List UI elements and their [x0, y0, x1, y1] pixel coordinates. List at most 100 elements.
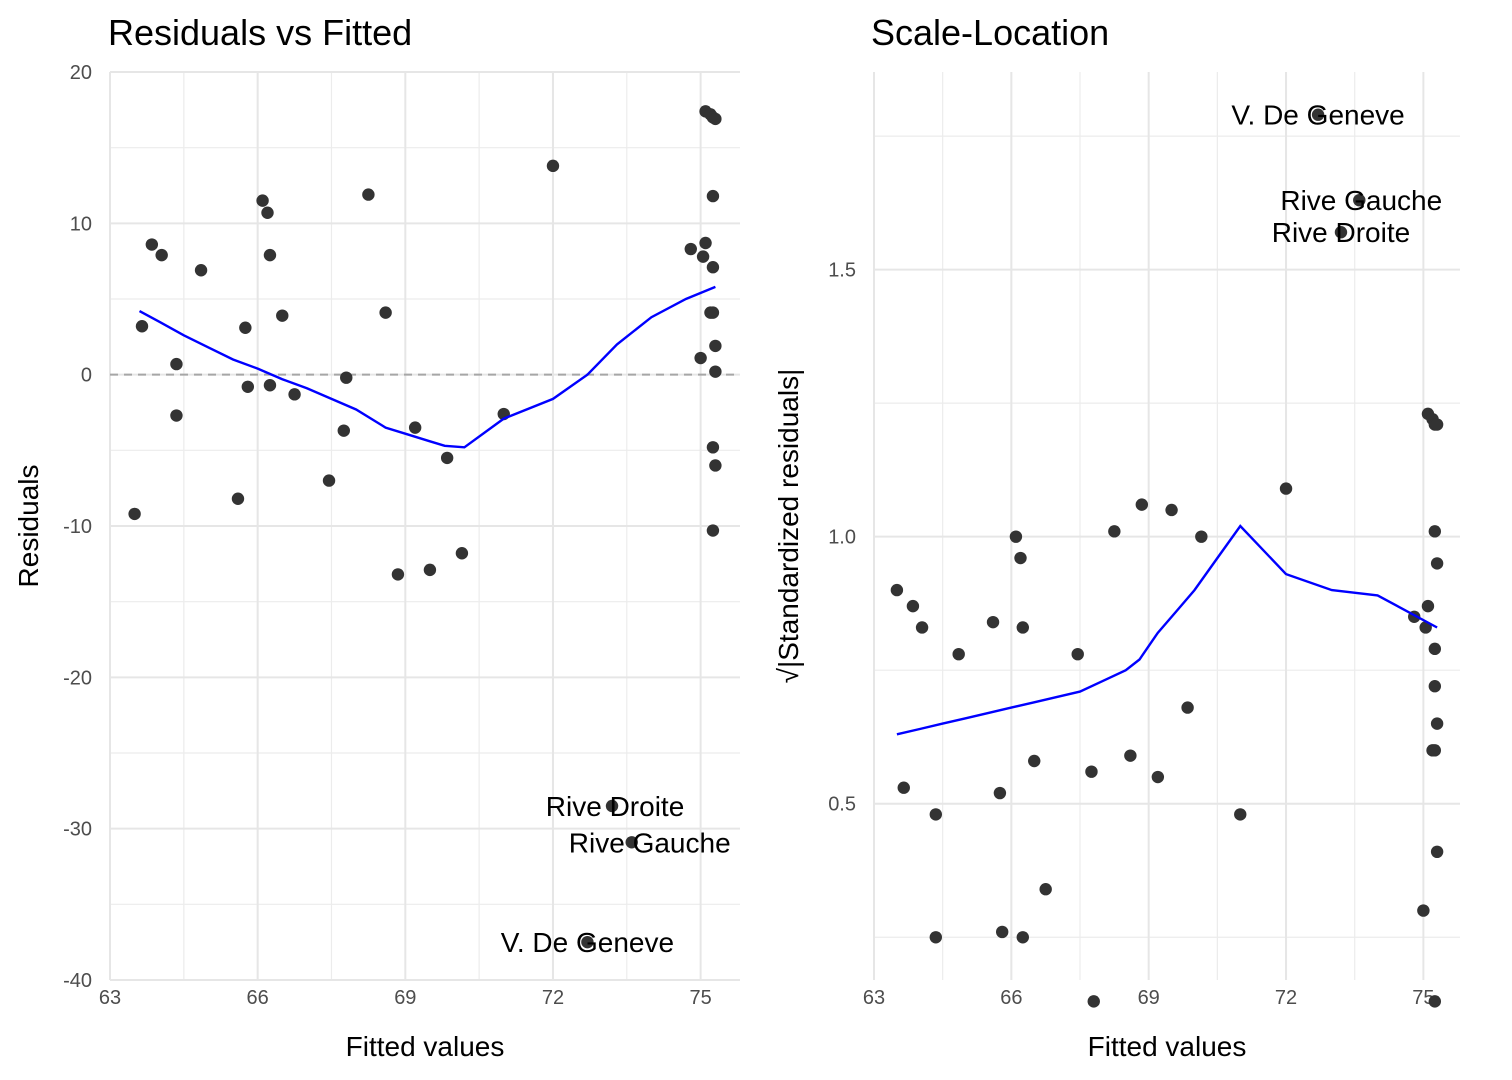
- data-point: [1009, 530, 1023, 543]
- data-point: [1014, 551, 1027, 565]
- data-point: [408, 421, 422, 434]
- data-point: [684, 242, 697, 256]
- grid: [873, 72, 1460, 980]
- data-point: [276, 309, 289, 322]
- data-point: [1016, 621, 1029, 634]
- data-point: [1353, 193, 1366, 207]
- data-point: [1108, 525, 1121, 538]
- data-point: [362, 188, 375, 201]
- data-point: [1419, 621, 1432, 634]
- x-tick-label: 69: [394, 987, 416, 1009]
- data-point: [135, 320, 149, 333]
- x-tick-label: 63: [863, 987, 885, 1009]
- grid: [109, 71, 740, 981]
- y-tick-label: -10: [63, 516, 92, 538]
- data-point: [1334, 226, 1348, 239]
- points: [890, 108, 1444, 1008]
- data-point: [929, 931, 943, 944]
- data-point: [145, 238, 159, 251]
- data-point: [706, 189, 720, 203]
- y-tick-label: 1.0: [828, 527, 856, 549]
- data-point: [1124, 749, 1137, 762]
- y-tick-label: 0.5: [828, 794, 856, 816]
- data-point: [706, 261, 720, 274]
- data-point: [1279, 482, 1293, 495]
- data-point: [170, 409, 183, 422]
- data-point: [263, 379, 277, 392]
- data-point: [1039, 883, 1052, 896]
- y-tick-label: 0: [81, 365, 92, 387]
- panel-scale-location: 63 66 69 72 75 0.5 1.0 1.5 V. De Geneve Rive Gauc…: [773, 12, 1460, 1062]
- y-tick-label: -40: [63, 970, 92, 992]
- points: [128, 105, 722, 949]
- data-point: [1417, 904, 1430, 917]
- data-point: [423, 563, 437, 577]
- data-point: [906, 599, 920, 613]
- data-point: [241, 380, 255, 393]
- data-point: [1165, 503, 1178, 517]
- data-point: [256, 194, 269, 207]
- point-label: Rive Gauche: [1280, 185, 1442, 216]
- data-point: [709, 459, 722, 472]
- smooth-line: [138, 285, 716, 449]
- data-point: [379, 306, 392, 319]
- point-label: Rive Droite: [546, 791, 684, 822]
- data-point: [694, 351, 707, 365]
- data-point: [1071, 647, 1084, 661]
- data-point: [897, 781, 910, 794]
- point-label: Rive Droite: [1272, 217, 1410, 248]
- data-point: [696, 250, 710, 263]
- y-tick-label: 10: [70, 213, 92, 235]
- data-point: [170, 357, 183, 371]
- data-point: [709, 112, 722, 126]
- x-tick-label: 75: [1412, 987, 1434, 1009]
- data-point: [890, 583, 904, 597]
- data-point: [1430, 845, 1444, 859]
- data-point: [1151, 770, 1165, 784]
- smooth-line: [896, 524, 1438, 736]
- data-point: [986, 615, 1000, 629]
- data-point: [1428, 995, 1442, 1008]
- data-point: [340, 371, 353, 384]
- x-tick-label: 66: [247, 987, 269, 1009]
- data-point: [993, 786, 1007, 800]
- data-point: [929, 808, 943, 821]
- y-tick-label: -20: [63, 667, 92, 689]
- data-point: [1135, 498, 1149, 511]
- x-tick-label: 63: [99, 987, 121, 1009]
- data-point: [706, 524, 720, 537]
- data-point: [581, 935, 594, 949]
- data-point: [1311, 108, 1325, 121]
- data-point: [1028, 754, 1041, 768]
- data-point: [706, 306, 720, 319]
- data-point: [261, 206, 274, 219]
- data-point: [391, 568, 405, 581]
- data-point: [699, 236, 712, 250]
- data-point: [1430, 557, 1444, 570]
- y-axis-label: √|Standardized residuals|: [773, 369, 804, 684]
- data-point: [1428, 642, 1442, 656]
- chart-title: Residuals vs Fitted: [108, 12, 412, 53]
- data-point: [128, 507, 141, 521]
- data-point: [706, 441, 720, 454]
- data-point: [194, 264, 208, 277]
- x-tick-label: 72: [1275, 987, 1297, 1009]
- data-point: [239, 321, 252, 334]
- data-point: [155, 248, 168, 262]
- data-point: [709, 365, 722, 378]
- chart-title: Scale-Location: [871, 12, 1109, 53]
- x-axis-label: Fitted values: [1088, 1031, 1247, 1062]
- data-point: [709, 339, 722, 353]
- data-point: [1428, 525, 1442, 538]
- data-point: [605, 799, 619, 813]
- point-label: Rive Gauche: [569, 827, 731, 858]
- y-tick-label: 20: [70, 62, 92, 84]
- data-point: [995, 925, 1009, 939]
- data-point: [1085, 765, 1098, 778]
- data-point: [1430, 418, 1444, 431]
- data-point: [337, 424, 350, 437]
- data-point: [263, 248, 277, 262]
- data-point: [1195, 530, 1208, 543]
- point-label: V. De Geneve: [501, 927, 674, 958]
